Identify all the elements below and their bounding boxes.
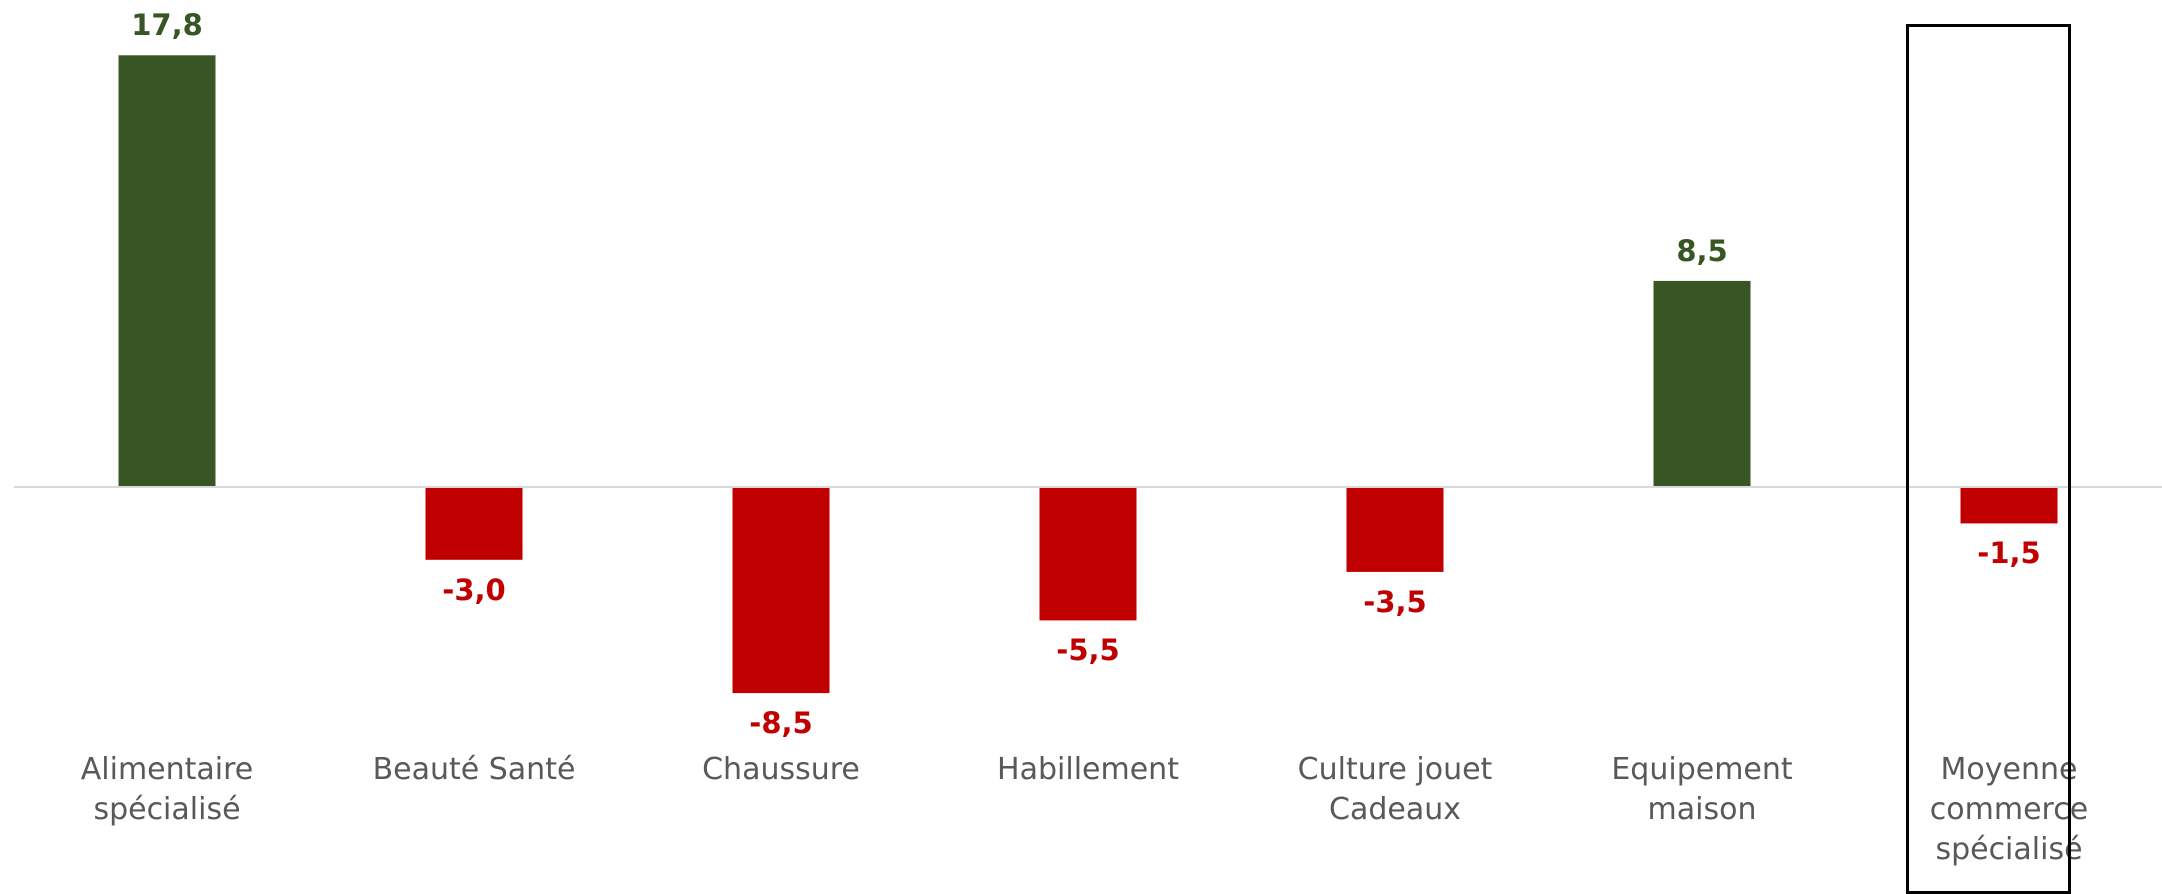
category-label-line: Beauté Santé bbox=[372, 752, 576, 787]
category-label-line: Cadeaux bbox=[1329, 792, 1461, 827]
category-label-6: Moyenne commerce spécialisé bbox=[1879, 750, 2139, 870]
value-label-1: -3,0 bbox=[442, 572, 506, 607]
bar-1 bbox=[425, 487, 523, 560]
bar-4 bbox=[1346, 487, 1444, 572]
value-label-6: -1,5 bbox=[1977, 536, 2041, 571]
category-label-line: Equipement bbox=[1611, 752, 1793, 787]
category-label-line: commerce bbox=[1929, 792, 2089, 827]
category-label-line: spécialisé bbox=[1935, 832, 2083, 867]
bar-5 bbox=[1653, 280, 1751, 487]
category-label-line: Chaussure bbox=[702, 752, 860, 787]
category-label-line: Culture jouet bbox=[1297, 752, 1493, 787]
category-label-4: Culture jouet Cadeaux bbox=[1265, 750, 1525, 830]
category-label-line: Moyenne bbox=[1940, 752, 2078, 787]
value-label-5: 8,5 bbox=[1676, 233, 1728, 268]
category-label-2: Chaussure bbox=[651, 750, 911, 790]
value-label-4: -3,5 bbox=[1363, 584, 1427, 619]
bars-layer bbox=[118, 55, 2058, 694]
category-label-3: Habillement bbox=[958, 750, 1218, 790]
category-label-1: Beauté Santé bbox=[344, 750, 604, 790]
bar-0 bbox=[118, 55, 216, 488]
category-label-line: Habillement bbox=[997, 752, 1179, 787]
average-highlight-box bbox=[1906, 24, 2071, 894]
bar-6 bbox=[1960, 487, 2058, 524]
category-label-line: maison bbox=[1647, 792, 1757, 827]
category-label-line: spécialisé bbox=[93, 792, 241, 827]
value-label-3: -5,5 bbox=[1056, 633, 1120, 668]
bar-3 bbox=[1039, 487, 1137, 621]
value-label-2: -8,5 bbox=[749, 706, 813, 741]
category-label-5: Equipement maison bbox=[1572, 750, 1832, 830]
category-label-line: Alimentaire bbox=[80, 752, 254, 787]
category-label-0: Alimentaire spécialisé bbox=[37, 750, 297, 830]
value-label-0: 17,8 bbox=[131, 8, 203, 43]
bar-2 bbox=[732, 487, 830, 694]
